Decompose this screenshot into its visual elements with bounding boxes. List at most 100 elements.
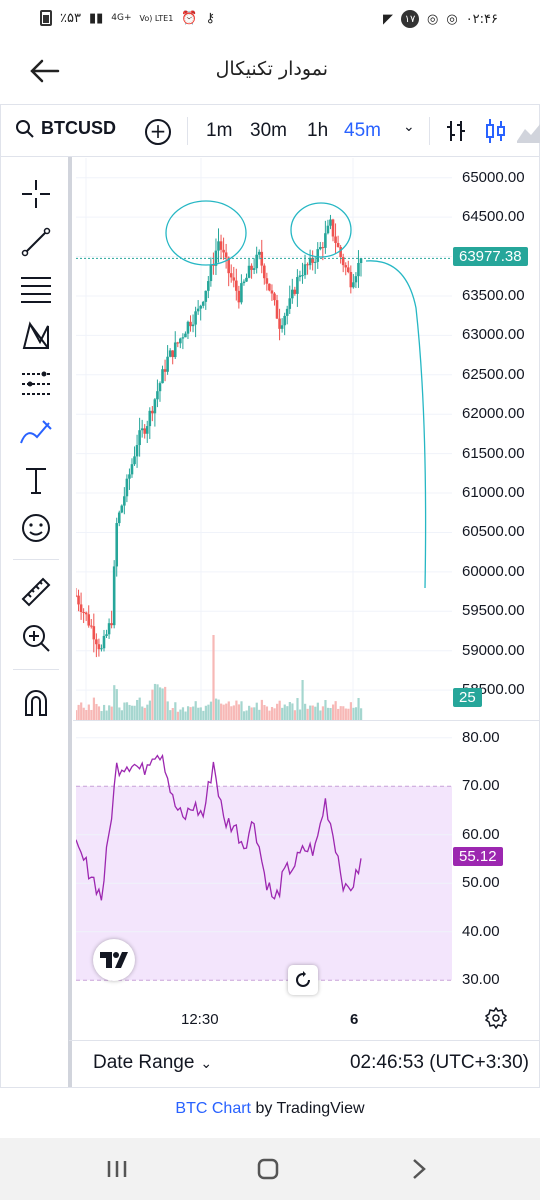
candle-body [293, 289, 297, 294]
trend-line-icon [21, 227, 51, 257]
prediction-tool[interactable] [17, 365, 55, 403]
rsi-axis-label: 80.00 [462, 728, 500, 746]
crosshair-tool[interactable] [17, 175, 55, 213]
timeframe-1m[interactable]: 1m [206, 120, 233, 141]
volume-bar [270, 707, 274, 720]
candle-body [318, 247, 322, 250]
current-price-tag: 63977.38 [453, 247, 528, 267]
candle-body [326, 225, 330, 234]
rsi-axis-label: 40.00 [462, 922, 500, 940]
candle-body [76, 595, 78, 597]
candle-body [334, 236, 337, 243]
fib-retracement-icon [21, 277, 51, 303]
candle-body [181, 337, 185, 339]
volume-bar [349, 702, 353, 720]
text-tool[interactable] [17, 461, 55, 499]
search-icon [16, 119, 34, 138]
bars-style-icon[interactable] [445, 119, 469, 143]
volume-bar [80, 702, 83, 720]
volume-bar [354, 707, 358, 720]
candles-style-icon[interactable] [485, 117, 507, 145]
candle-body [311, 257, 314, 263]
magnet-tool[interactable] [17, 683, 55, 721]
pane-separator[interactable] [73, 720, 540, 721]
candle-body [209, 264, 213, 282]
candle-body [120, 505, 124, 513]
attribution-link[interactable]: BTC Chart [175, 1100, 251, 1117]
candle-body [280, 325, 284, 329]
price-axis-label: 63000.00 [462, 326, 525, 344]
volume-bar [227, 701, 230, 720]
compare-add-button[interactable]: + [145, 119, 171, 145]
fib-tool[interactable] [17, 271, 55, 309]
timeframe-1h[interactable]: 1h [307, 120, 329, 141]
price-axis-label: 61000.00 [462, 484, 525, 502]
price-axis-label: 65000.00 [462, 168, 525, 186]
timezone-clock[interactable]: 02:46:53 (UTC+3:30) [349, 1052, 529, 1073]
candle-body [87, 614, 91, 626]
candle-body [156, 391, 159, 400]
attribution: BTC Chart by TradingView [0, 1100, 540, 1118]
volume-bar [141, 706, 144, 720]
price-pane[interactable] [76, 158, 452, 720]
candle-body [217, 241, 220, 251]
instagram-icon: ◎ [427, 11, 439, 27]
candle-body [168, 350, 172, 357]
candle-body [184, 333, 187, 338]
home-button[interactable] [253, 1156, 283, 1182]
candle-body [95, 639, 98, 645]
reset-chart-button[interactable] [288, 965, 318, 995]
candle-body [163, 369, 167, 372]
volume-bar [268, 710, 271, 720]
clock-text: ۰۲:۴۶ [465, 11, 498, 27]
volume-bar [253, 707, 256, 720]
volume-bar [248, 705, 251, 720]
date-range-dropdown[interactable]: Date Range ⌄ [93, 1052, 212, 1074]
drawing-circle-right[interactable] [290, 202, 352, 258]
drawing-freehand-curve[interactable] [365, 260, 427, 589]
volume-bar [202, 710, 205, 720]
volume-bar [240, 701, 243, 720]
trend-line-tool[interactable] [17, 223, 55, 261]
candle-body [204, 290, 208, 302]
tradingview-logo[interactable] [93, 939, 135, 981]
rsi-axis-label: 30.00 [462, 971, 500, 989]
timeframe-30m[interactable]: 30m [250, 120, 287, 141]
measure-tool[interactable] [17, 573, 55, 611]
candle-body [344, 265, 348, 268]
candle-body [199, 305, 202, 309]
area-style-icon[interactable] [517, 121, 540, 143]
candle-body [270, 290, 274, 294]
zoom-tool[interactable] [17, 619, 55, 657]
zoom-in-icon [23, 625, 50, 652]
rsi-pane[interactable] [76, 722, 452, 1002]
volume-bar [329, 708, 332, 720]
chevron-down-icon[interactable]: ⌄ [403, 119, 415, 135]
back-arrow-icon[interactable] [26, 56, 62, 86]
recent-apps-button[interactable] [102, 1156, 132, 1182]
volume-bar [115, 689, 118, 720]
chart-toolbar: BTCUSD + 1m 30m 1h 45m ⌄ [1, 105, 540, 157]
back-button[interactable] [404, 1156, 434, 1182]
volume-bar [337, 708, 340, 720]
emoji-tool[interactable] [17, 509, 55, 547]
symbol-search[interactable]: BTCUSD [15, 118, 116, 139]
brush-tool[interactable] [17, 413, 55, 451]
candle-body [153, 399, 157, 414]
time-label-day: 6 [350, 1011, 359, 1028]
volume-bar [212, 635, 215, 720]
volume-bar [102, 704, 106, 720]
timeframe-45m[interactable]: 45m [344, 120, 381, 141]
pattern-tool[interactable] [17, 317, 55, 355]
volume-bar [225, 703, 228, 720]
rsi-line [76, 753, 362, 901]
volume-bar [242, 711, 246, 720]
drawing-circle-left[interactable] [165, 200, 247, 266]
candle-body [102, 635, 106, 649]
volume-bar [265, 706, 269, 720]
volume-bar [237, 704, 241, 720]
gear-icon[interactable] [485, 1007, 507, 1029]
candle-body [138, 430, 141, 446]
candle-body [130, 464, 134, 475]
volume-bar [100, 711, 103, 720]
